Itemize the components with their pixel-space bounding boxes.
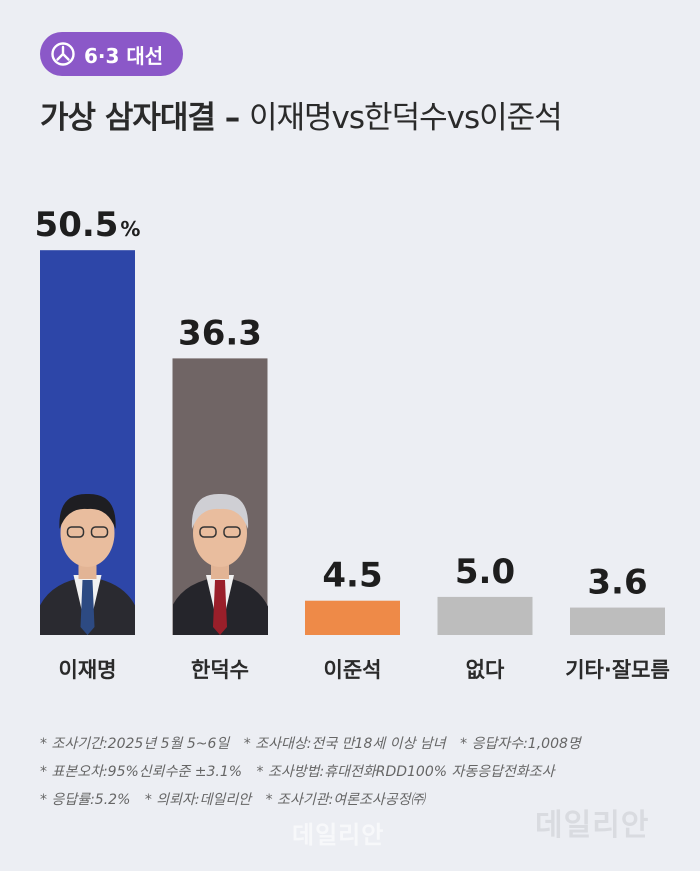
tie-shape bbox=[213, 580, 227, 635]
hair-shape bbox=[59, 493, 116, 529]
notes-row-2: * 표본오차:95%신뢰수준 ±3.1% * 조사방법:휴대전화RDD100% … bbox=[40, 758, 591, 786]
note-item: * 조사대상:전국 만18세 이상 남녀 bbox=[243, 736, 446, 752]
candidate-photo-icon bbox=[40, 493, 135, 635]
data-label: 5.0 bbox=[455, 552, 515, 592]
page-title: 가상 삼자대결 – 이재명vs한덕수vs이준석 bbox=[40, 92, 563, 137]
note-item: * 의뢰자:데일리안 bbox=[144, 792, 252, 808]
hair-shape bbox=[191, 493, 249, 529]
notes-row-1: * 조사기간:2025년 5월 5~6일 * 조사대상:전국 만18세 이상 남… bbox=[40, 730, 591, 758]
glasses-shape bbox=[90, 526, 109, 538]
candidate-photo-icon bbox=[173, 493, 268, 635]
election-badge: 6·3 대선 bbox=[40, 32, 184, 76]
tie-shape bbox=[80, 580, 95, 635]
data-label: 36.3 bbox=[178, 313, 262, 353]
ballot-stamp-icon bbox=[51, 42, 75, 66]
face-shape bbox=[193, 499, 247, 567]
glasses-shape bbox=[66, 526, 85, 538]
watermark-logo: 데일리안 bbox=[292, 821, 385, 849]
notes-row-3: * 응답률:5.2% * 의뢰자:데일리안 * 조사기관:여론조사공정㈜ bbox=[40, 786, 591, 814]
title-sub: 이재명vs한덕수vs이준석 bbox=[249, 100, 563, 136]
category-label: 이재명 bbox=[59, 658, 117, 682]
data-label: 50.5% bbox=[35, 205, 141, 245]
note-item: * 조사기간:2025년 5월 5~6일 bbox=[40, 736, 230, 752]
note-item: * 표본오차:95%신뢰수준 ±3.1% bbox=[40, 764, 243, 780]
data-label: 4.5 bbox=[322, 556, 382, 596]
survey-notes: * 조사기간:2025년 5월 5~6일 * 조사대상:전국 만18세 이상 남… bbox=[40, 730, 591, 814]
bar bbox=[570, 607, 665, 635]
note-item: * 조사기관:여론조사공정㈜ bbox=[265, 792, 425, 808]
note-item: * 응답률:5.2% bbox=[40, 792, 131, 808]
data-label: 3.6 bbox=[587, 563, 647, 603]
category-label: 한덕수 bbox=[191, 658, 249, 682]
category-label: 이준석 bbox=[324, 658, 382, 682]
bar bbox=[305, 600, 400, 635]
badge-label: 6·3 대선 bbox=[84, 43, 164, 68]
note-item: * 응답자수:1,008명 bbox=[460, 736, 581, 752]
note-item: * 조사방법:휴대전화RDD100% 자동응답전화조사 bbox=[256, 764, 555, 780]
category-label: 기타·잘모름 bbox=[565, 658, 670, 682]
bar-chart: 50.5 % 이재명 36.3 한덕수 4.5 이준석 5.0 없다 3.6 기타·잘모름 bbox=[35, 205, 670, 682]
bar bbox=[437, 596, 533, 635]
data-label-unit: % bbox=[120, 217, 140, 241]
glasses-shape bbox=[199, 526, 217, 538]
title-main: 가상 삼자대결 – bbox=[40, 100, 249, 136]
face-shape bbox=[60, 499, 115, 567]
category-label: 없다 bbox=[466, 658, 505, 682]
glasses-shape bbox=[223, 526, 241, 538]
watermark-logo: 데일리안 bbox=[535, 808, 650, 843]
